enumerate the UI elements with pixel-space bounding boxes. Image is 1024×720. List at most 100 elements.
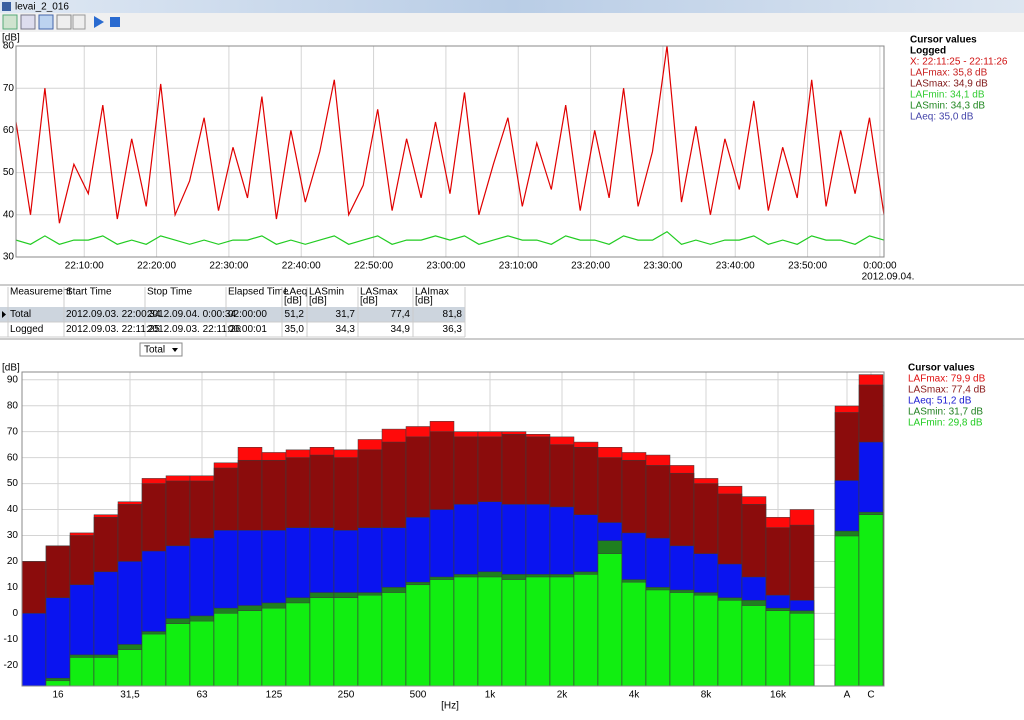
table-cell: 31,7 [336, 309, 356, 320]
x-tick-label: 23:50:00 [788, 261, 827, 272]
y-tick-label: 90 [7, 374, 19, 385]
x-tick-label: 63 [196, 690, 208, 701]
bar [693, 594, 719, 686]
table-cell: 2012.09.04. 0:00:34 [147, 309, 236, 320]
column-header: Measurement [10, 287, 71, 298]
bar [477, 576, 503, 686]
column-unit: [dB] [415, 296, 433, 307]
table-cell: 81,8 [443, 309, 463, 320]
play-button[interactable] [94, 16, 104, 28]
toolbar-buttons[interactable] [2, 14, 120, 30]
dropdown[interactable] [139, 342, 183, 357]
column-header: Start Time [66, 287, 112, 298]
title-bar [0, 0, 1024, 13]
bar [333, 597, 359, 686]
selected-row[interactable] [0, 307, 465, 322]
bar [597, 553, 623, 686]
bar [22, 685, 47, 686]
column-unit: [dB] [284, 296, 302, 307]
column-unit: [dB] [360, 296, 378, 307]
tool-button[interactable] [72, 14, 86, 30]
column-header: LASmin [309, 287, 344, 298]
bar [381, 592, 407, 686]
table-cell: 34,9 [391, 324, 411, 335]
cursor-value: LASmin: 31,7 dB [908, 407, 983, 418]
y-tick-label: 30 [3, 252, 15, 263]
x-tick-label: 31,5 [120, 690, 140, 701]
series-line [16, 46, 884, 224]
bar [405, 584, 431, 686]
table-cell: 35,0 [285, 324, 305, 335]
x-tick-label: 4k [629, 690, 641, 701]
cursor-value: LAeq: 35,0 dB [910, 112, 974, 123]
row-indicator [2, 311, 6, 318]
plot [16, 46, 884, 245]
plot-frame [15, 45, 885, 258]
plot-frame [21, 371, 885, 687]
bar [213, 613, 239, 686]
table-cell: 2012.09.03. 22:11:25 [66, 324, 160, 335]
bar [429, 579, 455, 686]
y-tick-label: 70 [7, 426, 19, 437]
bar [645, 589, 671, 686]
stop-button[interactable] [110, 17, 120, 27]
y-tick-label: 10 [7, 582, 19, 593]
panel-title: Cursor values [908, 363, 975, 374]
cursor-value: LAFmin: 29,8 dB [908, 418, 983, 429]
tool-button[interactable] [38, 14, 54, 30]
y-tick-label: -20 [4, 660, 19, 671]
tool-button[interactable] [20, 14, 36, 30]
bar [261, 607, 287, 686]
toolbar [0, 13, 1024, 32]
bar [165, 623, 191, 686]
column-header: LASmax [360, 287, 398, 298]
cursor-value: LASmax: 77,4 dB [908, 385, 986, 396]
cursor-value: LAeq: 51,2 dB [908, 396, 972, 407]
bar [45, 597, 71, 686]
bar [789, 613, 815, 686]
x-tick-label: 23:10:00 [499, 261, 538, 272]
cursor-value: LAFmin: 34,1 dB [910, 90, 985, 101]
bar [69, 657, 95, 686]
bar [573, 574, 599, 686]
panel-subtitle: Logged [910, 46, 946, 57]
x-tick-label: 22:10:00 [65, 261, 104, 272]
bar [22, 613, 47, 686]
x-tick-label: 250 [338, 690, 355, 701]
table-cell: 51,2 [285, 309, 305, 320]
cursor-value: LASmax: 34,9 dB [910, 79, 988, 90]
x-tick-label: 23:00:00 [426, 261, 465, 272]
dropdown-arrow[interactable] [172, 348, 178, 352]
x-tick-label: 22:20:00 [137, 261, 176, 272]
bar [309, 597, 335, 686]
x-tick-label: 0:00:00 [863, 261, 897, 272]
bar [237, 610, 263, 686]
column-header: LAImax [415, 287, 449, 298]
y-tick-label: 0 [12, 608, 18, 619]
bar [141, 633, 167, 686]
dropdown-value[interactable]: Total [144, 345, 165, 356]
tool-button[interactable] [2, 14, 18, 30]
bar [453, 576, 479, 686]
x-tick-label: 16 [52, 690, 64, 701]
app-icon [2, 2, 11, 11]
bar [741, 605, 767, 686]
bar [285, 602, 311, 686]
cursor-value: LASmin: 34,3 dB [910, 101, 985, 112]
column-header: LAeq [284, 287, 307, 298]
y-tick-label: 50 [7, 478, 19, 489]
x-tick-label: 23:40:00 [716, 261, 755, 272]
table-cell: Total [10, 309, 31, 320]
x-tick-label: 23:20:00 [571, 261, 610, 272]
table-cell: 77,4 [391, 309, 411, 320]
y-tick-label: 30 [7, 530, 19, 541]
plot [22, 372, 884, 686]
bar [549, 576, 575, 686]
bar [717, 600, 743, 686]
x-tick-label: 500 [410, 690, 427, 701]
table-cell: 02:00:00 [228, 309, 267, 320]
cursor-value: X: 22:11:25 - 22:11:26 [910, 57, 1008, 68]
tool-button[interactable] [56, 14, 72, 30]
y-axis-label: [dB] [2, 363, 20, 374]
y-axis-label: [dB] [2, 33, 20, 44]
